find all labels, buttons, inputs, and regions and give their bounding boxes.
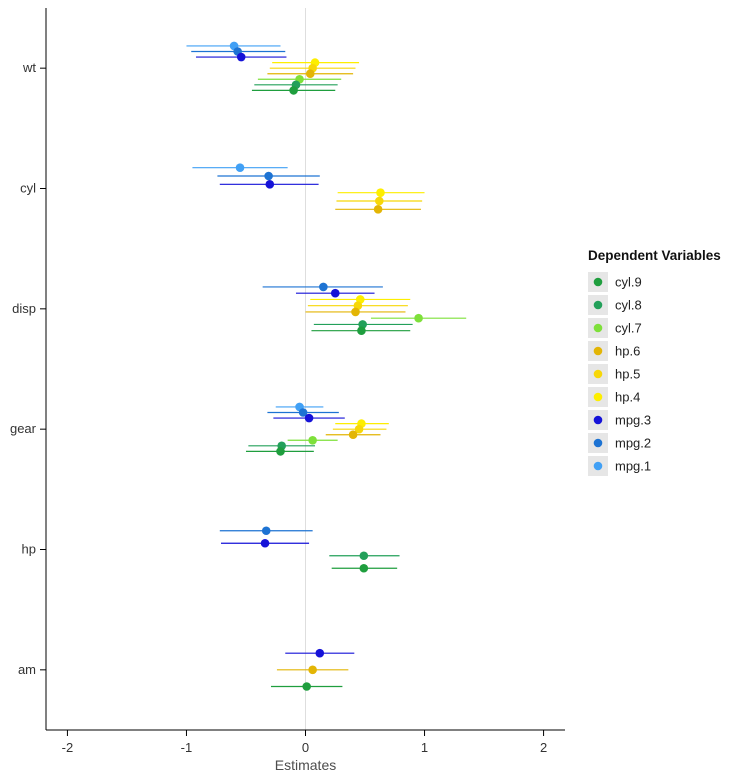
- y-tick-label: disp: [12, 301, 36, 316]
- legend-item-label: hp.5: [615, 367, 640, 382]
- legend-item-cyl.7: cyl.7: [588, 318, 642, 338]
- estimate-dot: [319, 282, 328, 292]
- estimate-dot: [264, 171, 273, 181]
- estimate-hp.6-wt: [267, 69, 354, 79]
- estimate-dot: [373, 205, 383, 214]
- estimate-mpg.3-am: [285, 648, 355, 658]
- estimate-dot: [376, 188, 385, 197]
- legend-key-dot: [593, 392, 603, 402]
- estimate-dot: [375, 196, 384, 206]
- estimate-hp.6-gear: [325, 430, 381, 440]
- estimate-dot: [357, 326, 366, 336]
- estimate-dot: [351, 307, 360, 317]
- y-tick-label: hp: [22, 542, 36, 557]
- estimate-dot: [265, 180, 275, 189]
- estimate-cyl.7-wt: [257, 74, 342, 84]
- estimate-dot: [308, 435, 317, 445]
- estimate-dot: [414, 313, 423, 323]
- estimate-hp.6-cyl: [335, 205, 421, 214]
- estimate-dot: [236, 52, 246, 62]
- legend-title: Dependent Variables: [588, 248, 721, 263]
- x-tick-label: 0: [302, 740, 309, 755]
- legend-key-dot: [593, 461, 603, 471]
- estimate-dot: [315, 648, 325, 658]
- x-axis-title: Estimates: [275, 757, 336, 773]
- y-tick-label: gear: [10, 421, 37, 436]
- estimate-mpg.2-hp: [219, 526, 313, 536]
- estimate-mpg.3-hp: [220, 538, 310, 548]
- estimate-mpg.3-gear: [273, 413, 345, 423]
- x-tick-label: -1: [181, 740, 193, 755]
- estimate-dot: [302, 682, 311, 691]
- y-tick-label: wt: [22, 60, 36, 75]
- legend-item-label: mpg.2: [615, 436, 651, 451]
- x-tick-label: 2: [540, 740, 547, 755]
- legend-item-label: cyl.9: [615, 275, 642, 290]
- estimate-dot: [308, 665, 317, 675]
- estimate-dot: [304, 413, 314, 423]
- estimate-mpg.1-gear: [275, 402, 324, 412]
- estimate-hp.6-am: [276, 665, 349, 675]
- legend-item-hp.4: hp.4: [588, 387, 640, 407]
- estimate-cyl.9-wt: [251, 86, 336, 95]
- legend-item-label: hp.4: [615, 390, 640, 405]
- estimate-cyl.8-hp: [329, 551, 400, 561]
- estimate-mpg.3-wt: [195, 52, 287, 62]
- legend-key-dot: [593, 438, 603, 448]
- legend-item-mpg.1: mpg.1: [588, 456, 651, 476]
- estimate-cyl.7-gear: [287, 435, 338, 445]
- estimate-dot: [260, 538, 270, 548]
- estimate-dot: [235, 163, 245, 172]
- x-tick-label: 1: [421, 740, 428, 755]
- estimate-cyl.7-disp: [370, 313, 467, 323]
- legend-key-dot: [593, 369, 603, 379]
- estimate-dot: [354, 424, 364, 434]
- x-tick-label: -2: [62, 740, 74, 755]
- legend-item-hp.5: hp.5: [588, 364, 640, 384]
- estimate-dot: [330, 288, 340, 298]
- legend-item-hp.6: hp.6: [588, 341, 640, 361]
- y-tick-label: cyl: [20, 181, 36, 196]
- estimate-hp.6-disp: [305, 307, 406, 317]
- estimate-mpg.1-cyl: [192, 163, 288, 172]
- legend-key-dot: [593, 277, 603, 287]
- legend-item-mpg.2: mpg.2: [588, 433, 651, 453]
- estimate-dot: [359, 551, 369, 561]
- estimate-mpg.3-disp: [295, 288, 375, 298]
- estimate-dot: [298, 408, 308, 417]
- estimate-cyl.9-hp: [331, 563, 398, 573]
- legend-item-label: mpg.1: [615, 459, 651, 474]
- legend-item-label: cyl.7: [615, 321, 642, 336]
- estimate-cyl.9-disp: [311, 326, 411, 336]
- estimate-cyl.9-gear: [245, 447, 314, 456]
- estimate-mpg.1-wt: [186, 41, 281, 51]
- legend-item-mpg.3: mpg.3: [588, 410, 651, 430]
- legend-key-dot: [593, 415, 603, 425]
- estimate-mpg.3-cyl: [219, 180, 319, 189]
- legend-item-label: hp.6: [615, 344, 640, 359]
- estimate-hp.5-gear: [332, 424, 387, 434]
- estimate-dot: [289, 86, 298, 95]
- legend-item-cyl.9: cyl.9: [588, 272, 642, 292]
- estimate-hp.5-cyl: [336, 196, 423, 206]
- estimate-dot: [359, 563, 369, 573]
- y-tick-label: am: [18, 662, 36, 677]
- estimate-dot: [276, 447, 285, 456]
- estimate-dot: [261, 526, 271, 536]
- legend-item-cyl.8: cyl.8: [588, 295, 642, 315]
- estimate-mpg.2-gear: [267, 408, 339, 417]
- estimate-mpg.2-cyl: [217, 171, 320, 181]
- legend-key-dot: [593, 300, 603, 310]
- estimate-dot: [348, 430, 358, 440]
- legend-item-label: mpg.3: [615, 413, 651, 428]
- estimate-mpg.2-disp: [262, 282, 383, 292]
- legend-key-dot: [593, 346, 603, 356]
- estimate-dot: [305, 69, 315, 79]
- legend-item-label: cyl.8: [615, 298, 642, 313]
- legend-key-dot: [593, 323, 603, 333]
- estimate-cyl.9-am: [270, 682, 343, 691]
- estimate-hp.4-cyl: [337, 188, 425, 197]
